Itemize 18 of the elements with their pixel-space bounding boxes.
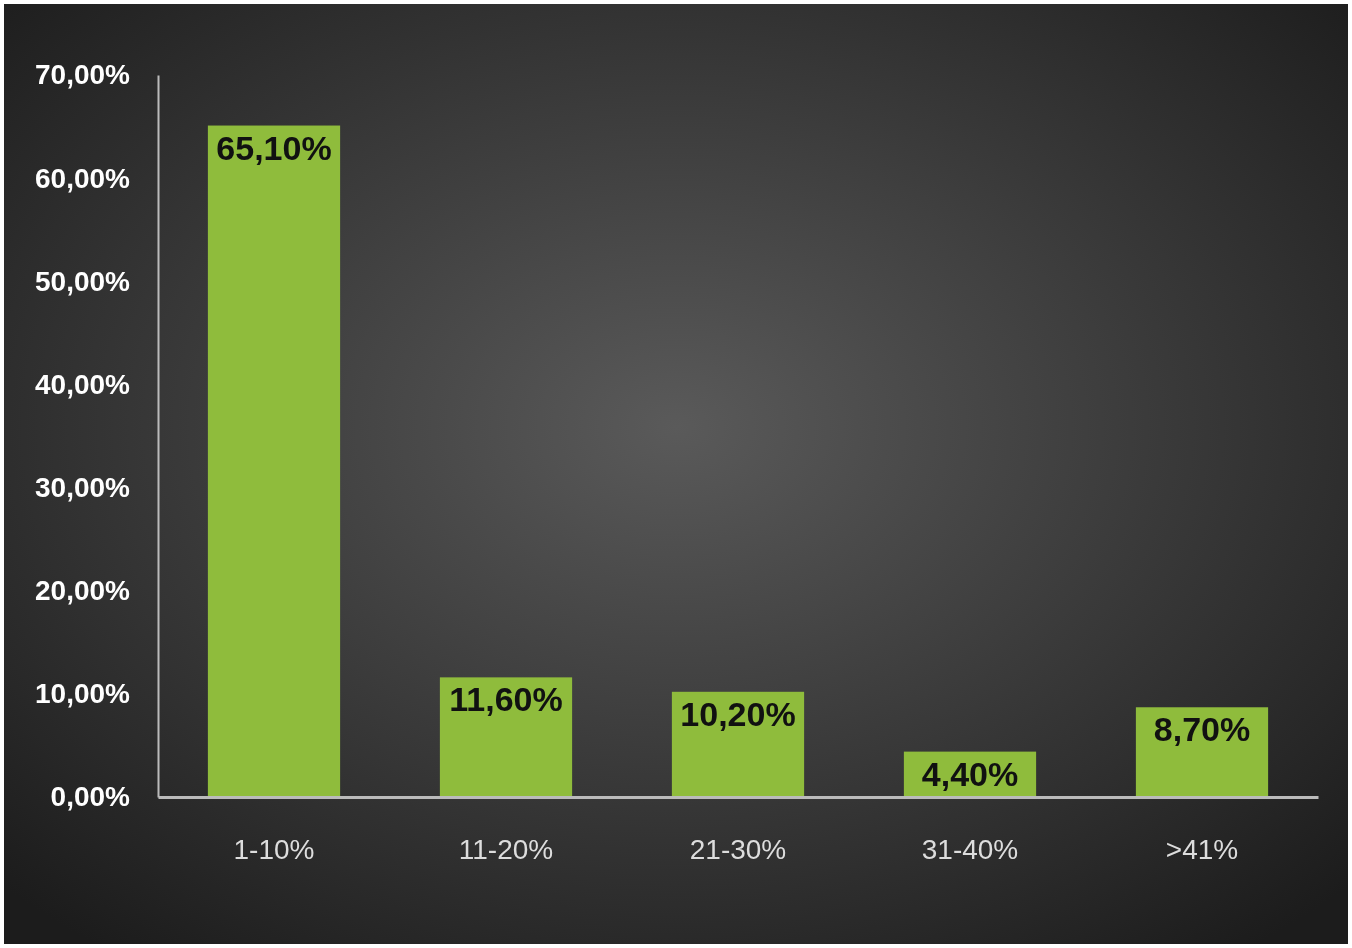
- x-tick-label: 1-10%: [233, 833, 315, 865]
- data-label: 4,40%: [921, 754, 1019, 793]
- x-tick-label: 31-40%: [921, 833, 1019, 865]
- y-tick-label: 40,00%: [35, 368, 131, 400]
- y-tick-label: 20,00%: [35, 575, 131, 607]
- y-tick-label: 0,00%: [50, 781, 131, 813]
- y-tick-label: 50,00%: [35, 265, 131, 297]
- data-label: 65,10%: [216, 128, 332, 167]
- data-label: 8,70%: [1153, 710, 1251, 749]
- y-tick-label: 70,00%: [35, 59, 131, 91]
- x-tick-label: >41%: [1165, 833, 1239, 865]
- y-tick-label: 60,00%: [35, 162, 131, 194]
- x-tick-label: 21-30%: [689, 833, 787, 865]
- y-tick-label: 30,00%: [35, 472, 131, 504]
- data-label: 10,20%: [680, 694, 796, 733]
- x-tick-label: 11-20%: [458, 833, 554, 865]
- data-label: 11,60%: [449, 680, 563, 719]
- y-tick-label: 10,00%: [35, 678, 131, 710]
